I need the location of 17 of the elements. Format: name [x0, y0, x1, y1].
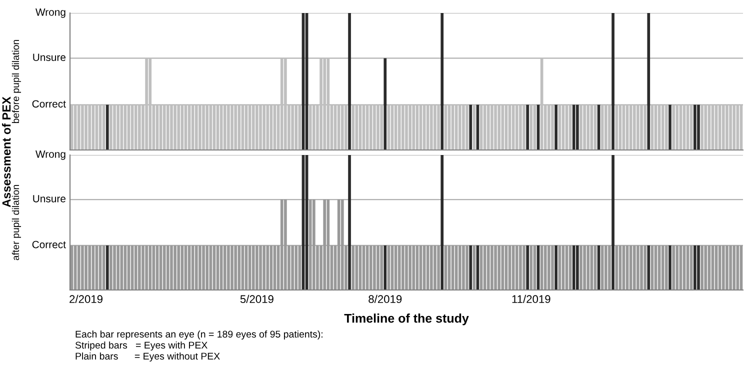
text: Plain bars = Eyes without PEX	[76, 352, 220, 362]
text: Striped bars = Eyes with PEX	[75, 341, 208, 351]
ref-line-label: Wrong	[36, 150, 66, 160]
x-tick-label: 8/2019	[368, 294, 402, 304]
x-axis-title: Timeline of the study	[344, 314, 469, 326]
text: Each bar represents an eye (n = 189 eyes of 95 patients):	[76, 330, 322, 340]
y-axis-title: after pupil dilation	[12, 185, 21, 260]
ref-line-label: Wrong	[36, 8, 66, 18]
x-tick-label: 2/2019	[70, 294, 102, 304]
y-axis-title: before pupil dilation	[12, 40, 21, 124]
ref-line-label: Unsure	[33, 54, 66, 62]
ref-line-label: Correct	[32, 100, 66, 108]
text: Assessment of PEX	[2, 96, 11, 208]
ref-line-label: Correct	[32, 240, 66, 248]
ref-line-label: Unsure	[33, 195, 66, 202]
x-tick-label: 5/2019	[240, 294, 274, 304]
x-tick-label: 11/2019	[512, 294, 550, 304]
